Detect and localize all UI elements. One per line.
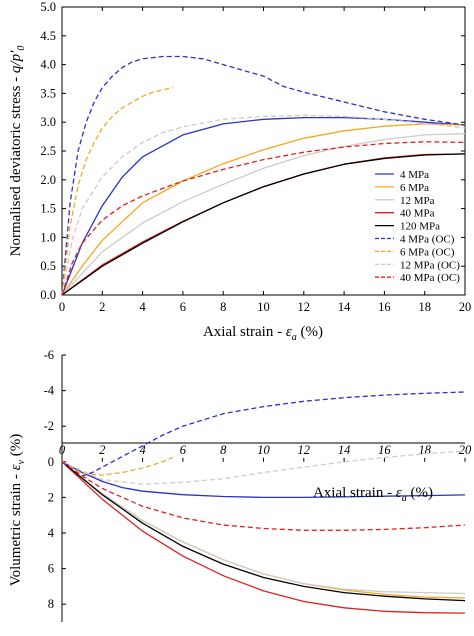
bottom-x-tick-label: 20	[459, 443, 472, 457]
top-series-40-mpa-oc	[61, 141, 466, 296]
legend-label-6-mpa: 6 MPa	[400, 182, 429, 194]
top-y-tick-label: 5.0	[40, 0, 56, 14]
bottom-x-tick-label: 8	[220, 443, 227, 457]
bottom-y-axis-label: Volumetric strain - εv (%)	[8, 434, 27, 587]
top-x-tick-label: 4	[139, 300, 146, 314]
top-y-tick-label: 1.5	[40, 202, 56, 216]
bottom-y-tick-label: 2	[48, 490, 54, 504]
top-y-tick-label: 3.0	[40, 115, 56, 129]
top-x-tick-label: 10	[257, 300, 270, 314]
top-chart: 0 2 4 6 8 10 12 14 16 18 20 0.0 0.5 1.0 1.5 2.0 2.5 3.0 3…	[8, 0, 471, 343]
bottom-x-tick-label: 16	[378, 443, 391, 457]
top-x-tick-label: 14	[338, 300, 351, 314]
top-y-tick-label: 2.5	[40, 144, 56, 158]
bottom-x-axis-label: Axial strain - εa (%)	[313, 485, 433, 504]
legend-label-120-mpa: 120 MPa	[400, 221, 440, 233]
top-x-tick-label: 16	[378, 300, 391, 314]
legend-label-40-mpa-oc: 40 MPa (OC)	[400, 272, 460, 284]
bottom-series-40-mpa	[61, 461, 466, 614]
bottom-x-ticks: 0 2 4 6 8 10 12 14 16 18 20	[59, 443, 472, 462]
top-y-tick-label: 3.5	[40, 86, 56, 100]
bottom-series-lines	[61, 391, 466, 614]
top-y-tick-label: 1.0	[40, 230, 56, 244]
legend-label-12-mpa-oc: 12 MPa (OC)	[400, 259, 460, 271]
bottom-x-tick-label: 10	[257, 443, 270, 457]
bottom-x-tick-label: 4	[139, 443, 145, 457]
top-series-12-mpa-oc	[61, 114, 466, 296]
legend-label-40-mpa: 40 MPa	[400, 208, 435, 220]
legend-label-4-mpa: 4 MPa	[400, 169, 429, 181]
bottom-series-40-mpa-oc	[61, 461, 466, 531]
bottom-series-6-mpa-oc	[61, 456, 174, 476]
bottom-x-tick-label: 6	[180, 443, 187, 457]
bottom-y-tick-label: 0	[48, 455, 54, 469]
top-series-6-mpa-oc	[61, 86, 173, 296]
top-x-tick-label: 0	[59, 300, 65, 314]
bottom-y-tick-label: 4	[48, 526, 55, 540]
top-x-tick-label: 2	[99, 300, 105, 314]
bottom-x-tick-label: 14	[338, 443, 351, 457]
top-y-tick-label: 4.0	[40, 58, 56, 72]
bottom-x-tick-label: 0	[59, 443, 66, 457]
legend-label-6-mpa-oc: 6 MPa (OC)	[400, 246, 455, 258]
bottom-y-tick-label: -4	[44, 384, 55, 398]
bottom-x-tick-label: 12	[298, 443, 311, 457]
bottom-series-4-mpa	[61, 461, 466, 499]
bottom-series-4-mpa-oc	[61, 391, 466, 477]
top-x-tick-label: 12	[298, 300, 311, 314]
top-series-120-mpa	[61, 153, 466, 296]
top-x-ticks: 0 2 4 6 8 10 12 14 16 18 20	[59, 7, 471, 314]
top-x-tick-label: 18	[418, 300, 431, 314]
bottom-y-ticks: -6 -4 -2 0 2 4 6 8	[44, 348, 66, 611]
top-series-12-mpa	[61, 133, 466, 296]
top-y-tick-label: 0.5	[40, 259, 56, 273]
top-y-tick-label: 4.5	[40, 29, 56, 43]
bottom-y-tick-label: -2	[44, 419, 54, 433]
bottom-series-120-mpa	[61, 461, 466, 602]
top-series-6-mpa	[61, 123, 466, 296]
bottom-x-tick-label: 2	[99, 443, 105, 457]
top-y-ticks: 0.0 0.5 1.0 1.5 2.0 2.5 3.0 3.5 4.0 4.5 5.0	[40, 0, 465, 302]
top-series-lines	[61, 55, 466, 296]
bottom-y-tick-label: 6	[48, 562, 54, 576]
legend-label-4-mpa-oc: 4 MPa (OC)	[400, 234, 455, 246]
bottom-y-tick-label: -6	[44, 348, 54, 362]
bottom-series-12-mpa	[61, 461, 466, 595]
legend-label-12-mpa: 12 MPa	[400, 195, 435, 207]
top-y-tick-label: 0.0	[40, 288, 56, 302]
top-y-axis-label: Normalised deviatoric stress - q/p′0	[8, 46, 27, 257]
top-x-tick-label: 8	[220, 300, 226, 314]
bottom-y-tick-label: 8	[48, 597, 54, 611]
top-x-tick-label: 20	[459, 300, 472, 314]
top-series-4-mpa-oc	[61, 55, 466, 296]
top-x-tick-label: 6	[180, 300, 186, 314]
top-y-tick-label: 2.0	[40, 173, 56, 187]
top-x-axis-label: Axial strain - εa (%)	[203, 324, 323, 343]
